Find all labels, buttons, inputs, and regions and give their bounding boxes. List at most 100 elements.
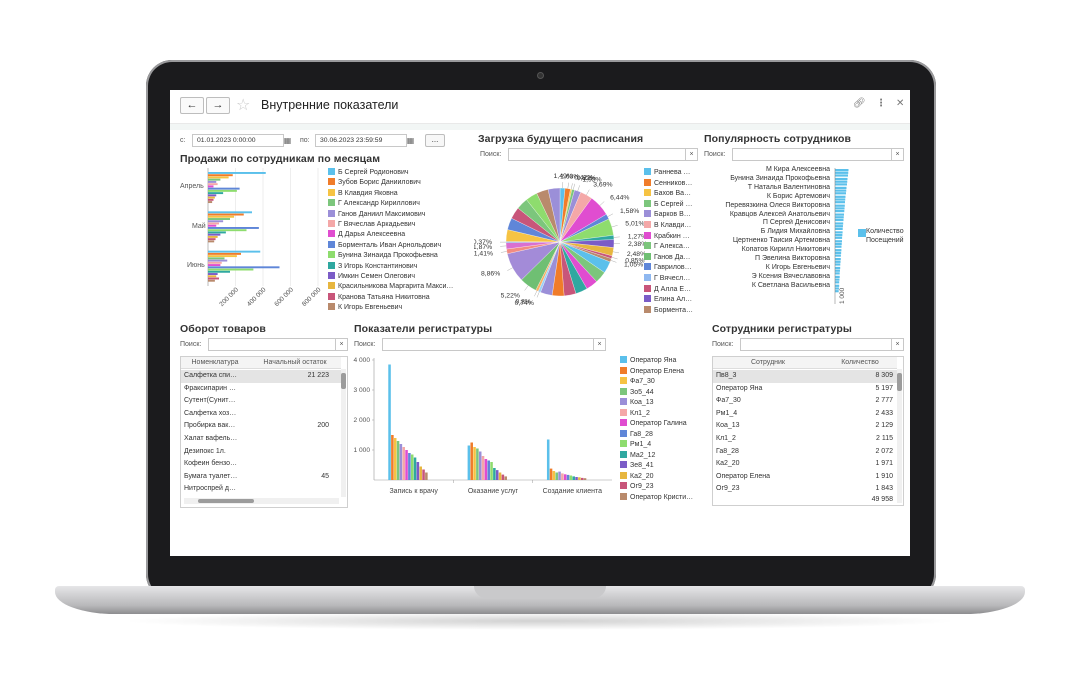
pie-data-label: 5,01%: [625, 221, 644, 228]
column-header[interactable]: Сотрудник: [713, 357, 823, 369]
registry-category-label: Запись к врачу: [389, 488, 438, 495]
legend-swatch: [620, 419, 627, 426]
popularity-category-label: П Сергей Денисович: [762, 219, 830, 227]
table-row[interactable]: Фраксипарин …: [181, 383, 341, 396]
clear-icon[interactable]: ×: [892, 148, 904, 161]
link-icon[interactable]: 🔗︎: [853, 98, 866, 109]
legend-swatch: [328, 168, 335, 175]
sales-bar: [208, 238, 216, 241]
sales-bar: [208, 270, 230, 273]
table-row[interactable]: Бумага туалет… 45: [181, 471, 341, 484]
sales-bar: [208, 279, 215, 282]
registry-bar: [481, 456, 485, 480]
popularity-bar: [835, 231, 843, 234]
popularity-bar: [835, 213, 844, 216]
turnover-search-input[interactable]: [208, 338, 336, 351]
column-header[interactable]: Номенклатура: [181, 357, 249, 369]
table-row[interactable]: Пв8_3 8 309: [713, 370, 897, 383]
registry-bar: [580, 477, 584, 480]
from-date-field[interactable]: 01.01.2023 0:00:00: [192, 134, 284, 147]
legend-label: Зо5_44: [630, 388, 654, 396]
clear-icon[interactable]: ×: [686, 148, 698, 161]
forward-button[interactable]: →: [206, 97, 230, 114]
pie-data-label: 0,85%: [625, 258, 644, 265]
period-select-button[interactable]: ...: [425, 134, 445, 147]
legend-swatch: [620, 440, 627, 447]
legend-swatch: [620, 356, 627, 363]
sales-bar: [208, 277, 219, 280]
popularity-bar: [835, 249, 842, 252]
legend-label: Ганов Даниил Максимович: [338, 210, 426, 218]
clear-icon[interactable]: ×: [594, 338, 606, 351]
table-row[interactable]: Ог9_23 1 843: [713, 483, 897, 496]
legend-item: Б Сергей Родионович: [328, 168, 468, 176]
table-row[interactable]: Кл1_2 2 115: [713, 433, 897, 446]
legend-item: Елина Ал…: [644, 295, 700, 303]
table-row[interactable]: Нитроспрей д…: [181, 483, 341, 496]
calendar-icon[interactable]: ▦: [406, 136, 415, 145]
close-icon[interactable]: ✕: [896, 98, 905, 109]
back-button[interactable]: ←: [180, 97, 204, 114]
table-row[interactable]: Пробирка вак… 200: [181, 420, 341, 433]
sales-bar: [208, 176, 229, 179]
registry-category-label: Оказание услуг: [468, 488, 519, 495]
to-date-field[interactable]: 30.06.2023 23:59:59: [315, 134, 407, 147]
column-header[interactable]: Начальный остаток: [249, 357, 341, 369]
registry-bar: [549, 468, 553, 480]
row-value: 2 129: [875, 422, 893, 430]
legend-swatch: [328, 199, 335, 207]
table-row[interactable]: Фа7_30 2 777: [713, 395, 897, 408]
schedule-pie-chart: 1,49%1,63%0,42%0,82%1,93%3,69% 6,44% 1,58%…: [474, 173, 646, 307]
table-row[interactable]: Кофеин бензо…: [181, 458, 341, 471]
table-row[interactable]: Сутент(Сунит…: [181, 395, 341, 408]
popularity-search-input[interactable]: [732, 148, 892, 161]
table-row[interactable]: Га8_28 2 072: [713, 446, 897, 459]
vertical-scrollbar[interactable]: [897, 369, 902, 503]
registry-search-input[interactable]: [382, 338, 594, 351]
vertical-scrollbar[interactable]: [341, 369, 346, 497]
row-value: 1 971: [875, 460, 893, 468]
table-row[interactable]: Халат вафель…: [181, 433, 341, 446]
registry-bar: [419, 466, 422, 480]
legend-item: Кл1_2: [620, 408, 706, 417]
legend-item: Сенников…: [644, 178, 700, 187]
clear-icon[interactable]: ×: [336, 338, 348, 351]
popularity-bar: [835, 281, 840, 284]
legend-swatch: [328, 240, 335, 248]
sales-bar: [208, 252, 241, 255]
registry-bar: [410, 454, 414, 480]
table-row[interactable]: Рм1_4 2 433: [713, 408, 897, 421]
legend-label: Крабкин …: [654, 232, 690, 240]
row-name: Фраксипарин …: [184, 384, 236, 392]
registry-tick-label: 2 000: [353, 417, 370, 424]
pie-data-label: 1,41%: [474, 251, 493, 258]
table-row[interactable]: Коа_13 2 129: [713, 420, 897, 433]
popularity-bar: [835, 189, 847, 192]
column-header[interactable]: Количество: [823, 357, 897, 369]
staff-search-input[interactable]: [740, 338, 892, 351]
horizontal-scrollbar[interactable]: [184, 498, 339, 504]
table-row[interactable]: Оператор Елена 1 910: [713, 471, 897, 484]
popularity-bar: [835, 284, 840, 287]
popularity-bar: [835, 275, 840, 278]
table-row[interactable]: Ка2_20 1 971: [713, 458, 897, 471]
calendar-icon[interactable]: ▦: [283, 136, 292, 145]
clear-icon[interactable]: ×: [892, 338, 904, 351]
schedule-title: Загрузка будущего расписания: [478, 133, 644, 145]
table-row[interactable]: Салфетка хоз…: [181, 408, 341, 421]
favorite-star-icon[interactable]: ☆: [236, 97, 251, 114]
legend-label: В Клавди…: [654, 222, 692, 229]
legend-item: Га8_28: [620, 429, 706, 438]
camera-icon: [537, 72, 544, 79]
laptop-shadow: [120, 612, 960, 630]
popularity-bar: [835, 207, 845, 210]
table-row[interactable]: Дезипокс 1л.: [181, 446, 341, 459]
registry-bar: [425, 472, 428, 480]
more-menu-icon[interactable]: ⋮: [876, 98, 886, 109]
popularity-bar: [835, 236, 843, 239]
table-row[interactable]: Салфетка спи… 21 223: [181, 370, 341, 383]
sales-category-may: Май: [192, 223, 206, 230]
legend-label: Елина Ал…: [654, 296, 693, 304]
table-row[interactable]: Оператор Яна 5 197: [713, 383, 897, 396]
schedule-search-input[interactable]: [508, 148, 686, 161]
